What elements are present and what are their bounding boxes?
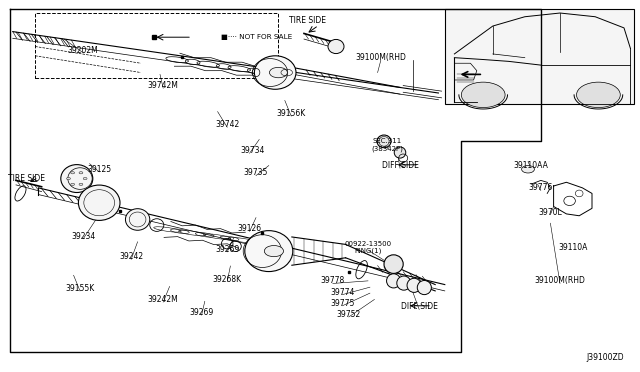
Ellipse shape [83,177,87,180]
Ellipse shape [461,82,505,108]
Text: 39778: 39778 [321,276,345,285]
Ellipse shape [407,278,421,292]
Text: 39752: 39752 [337,310,361,319]
Ellipse shape [125,209,150,230]
Text: 39155K: 39155K [65,284,95,293]
Ellipse shape [67,177,70,180]
Text: ■···· NOT FOR SALE: ■···· NOT FOR SALE [221,34,292,40]
Ellipse shape [79,171,83,174]
Ellipse shape [377,135,391,148]
Text: 39126: 39126 [237,224,262,233]
Text: 39269: 39269 [189,308,214,317]
Text: DIFF SIDE: DIFF SIDE [381,161,419,170]
Bar [445,9,634,104]
Ellipse shape [264,246,284,257]
Ellipse shape [254,56,296,89]
Text: 39110A: 39110A [558,243,588,252]
Ellipse shape [79,183,83,186]
Ellipse shape [522,166,534,173]
Text: TIRE SIDE: TIRE SIDE [289,16,326,25]
Ellipse shape [394,147,406,158]
Text: 39156K: 39156K [276,109,306,118]
Text: 39775: 39775 [330,299,355,308]
Ellipse shape [328,39,344,54]
Text: 39125: 39125 [87,165,111,174]
Text: DIFF SIDE: DIFF SIDE [401,302,438,311]
Text: J39100ZD: J39100ZD [586,353,624,362]
Text: 39742: 39742 [215,120,239,129]
Text: TIRE SIDE: TIRE SIDE [8,174,45,183]
Text: 39242M: 39242M [148,295,179,304]
Text: 39269: 39269 [215,245,239,254]
Text: 39100M(RHD: 39100M(RHD [355,53,406,62]
Text: 39234: 39234 [71,232,95,241]
Text: 39110AA: 39110AA [514,161,548,170]
Text: 39100M(RHD: 39100M(RHD [534,276,586,285]
Text: 3970L: 3970L [538,208,563,217]
Text: 39734: 39734 [241,146,265,155]
Ellipse shape [269,67,287,78]
Text: 39742M: 39742M [148,81,179,90]
Ellipse shape [397,276,411,290]
Ellipse shape [61,164,93,193]
Text: 00922-13500
RING(1): 00922-13500 RING(1) [344,241,392,254]
Ellipse shape [384,255,403,273]
Ellipse shape [577,82,620,108]
Ellipse shape [70,183,74,186]
Text: 39776: 39776 [529,183,553,192]
Text: 39242: 39242 [119,252,143,261]
Text: 39202M: 39202M [68,46,99,55]
Ellipse shape [244,231,293,272]
Ellipse shape [79,185,120,220]
Bar [35,13,278,78]
Ellipse shape [387,274,401,288]
Text: 39735: 39735 [244,169,268,177]
Text: 39774: 39774 [330,288,355,296]
Text: 39268K: 39268K [212,275,242,283]
Ellipse shape [417,280,431,295]
Text: SEC.311
(38342P): SEC.311 (38342P) [371,138,403,152]
Ellipse shape [70,171,74,174]
